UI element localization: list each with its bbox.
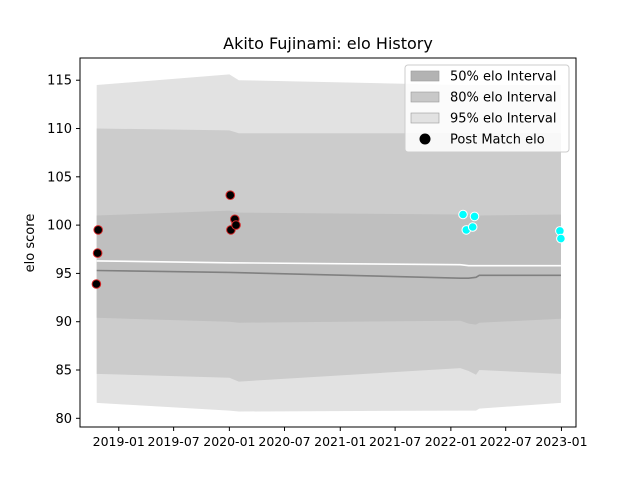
legend-swatch <box>410 112 440 124</box>
y-axis: 80 85 90 95 100 105 110 115 <box>47 74 80 427</box>
x-tick-label: 2022-07 <box>480 434 532 449</box>
data-point <box>556 233 566 244</box>
trend-lines <box>96 260 561 280</box>
y-tick-label: 90 <box>55 315 72 330</box>
data-point <box>91 279 102 289</box>
legend: 50% elo Interval 80% elo Interval 95% elo … <box>404 64 570 153</box>
y-axis-label: elo score <box>23 214 38 273</box>
plot-frame <box>79 57 577 428</box>
y-tick-label: 80 <box>55 412 72 427</box>
y-tick-label: 115 <box>47 74 72 89</box>
y-tick-label: 95 <box>55 267 72 282</box>
x-tick-label: 2021-07 <box>369 434 421 449</box>
data-point <box>93 225 103 235</box>
x-tick-label: 2023-01 <box>535 434 587 449</box>
mean-line <box>96 260 561 267</box>
band-50 <box>96 210 561 325</box>
x-tick-label: 2019-07 <box>148 434 200 449</box>
y-tick-label: 110 <box>47 122 72 137</box>
data-point <box>467 222 478 232</box>
y-tick-label: 85 <box>55 364 72 379</box>
y-tick-label: 105 <box>47 170 72 185</box>
interval-bands <box>96 74 561 412</box>
data-point <box>231 220 241 230</box>
x-axis: 2019-01 2019-07 2020-01 2020-07 2021-01 2021-… <box>93 427 588 449</box>
x-tick-label: 2022-01 <box>425 434 477 449</box>
data-point <box>469 211 480 222</box>
data-point <box>92 248 103 258</box>
x-tick-label: 2019-01 <box>93 434 145 449</box>
y-tick-label: 100 <box>47 219 72 234</box>
x-tick-label: 2021-01 <box>314 434 366 449</box>
legend-swatch <box>410 70 440 82</box>
legend-swatch <box>410 91 440 103</box>
legend-label: 50% elo Interval <box>450 70 557 85</box>
legend-marker <box>419 133 431 145</box>
post-match-points <box>91 190 566 289</box>
data-point <box>458 209 468 220</box>
legend-box <box>404 64 570 153</box>
chart-title: Akito Fujinami: elo History <box>223 34 433 53</box>
median-line <box>96 269 561 280</box>
x-tick-label: 2020-07 <box>258 434 310 449</box>
legend-label: 95% elo Interval <box>450 112 557 127</box>
x-tick-label: 2020-01 <box>203 434 255 449</box>
legend-label: Post Match elo <box>450 133 545 148</box>
data-point <box>225 190 236 200</box>
legend-label: 80% elo Interval <box>450 91 557 106</box>
